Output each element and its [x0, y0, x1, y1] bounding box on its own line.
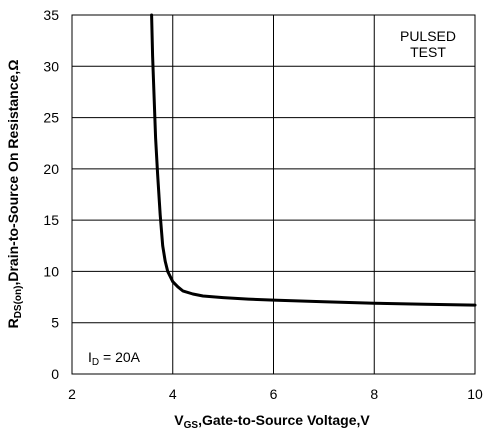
x-tick-label: 4	[169, 386, 177, 402]
y-axis-title-rest: ,Drain-to-Source On Resistance,Ω	[5, 60, 21, 286]
y-tick-label: 0	[51, 366, 59, 382]
plot-frame	[71, 14, 476, 375]
y-tick-label: 15	[43, 212, 59, 228]
y-axis-title: RDS(on),Drain-to-Source On Resistance,Ω	[5, 60, 24, 329]
y-tick-label: 25	[43, 110, 59, 126]
x-tick-label: 8	[370, 386, 378, 402]
x-axis-title-subscript: GS	[184, 420, 199, 431]
drain-current-condition-label: ID = 20A	[88, 349, 141, 368]
x-tick-label: 2	[68, 386, 76, 402]
y-tick-label: 20	[43, 161, 59, 177]
series-layer	[150, 13, 477, 307]
x-tick-label: 10	[467, 386, 483, 402]
y-axis-title-subscript: DS(on)	[13, 286, 24, 319]
x-axis-title-prefix: V	[174, 412, 184, 428]
condition-subscript: D	[92, 357, 99, 368]
y-tick-label: 35	[43, 7, 59, 23]
y-axis-title-prefix: R	[5, 318, 21, 328]
rdson-vs-vgs-curve	[150, 13, 477, 307]
tick-labels: 2 4 6 8 10 0 5 10 15 20 25 30 35	[43, 7, 483, 402]
pulsed-test-label-line2: TEST	[410, 44, 446, 60]
grid	[71, 14, 476, 375]
y-tick-label: 5	[51, 315, 59, 331]
y-tick-label: 30	[43, 58, 59, 74]
x-tick-label: 6	[270, 386, 278, 402]
condition-value: = 20A	[99, 349, 141, 365]
condition-prefix: I	[88, 349, 92, 365]
pulsed-test-label-line1: PULSED	[400, 28, 456, 44]
y-tick-label: 10	[43, 263, 59, 279]
x-axis-title: VGS,Gate-to-Source Voltage,V	[174, 412, 370, 431]
x-axis-title-rest: ,Gate-to-Source Voltage,V	[198, 412, 370, 428]
